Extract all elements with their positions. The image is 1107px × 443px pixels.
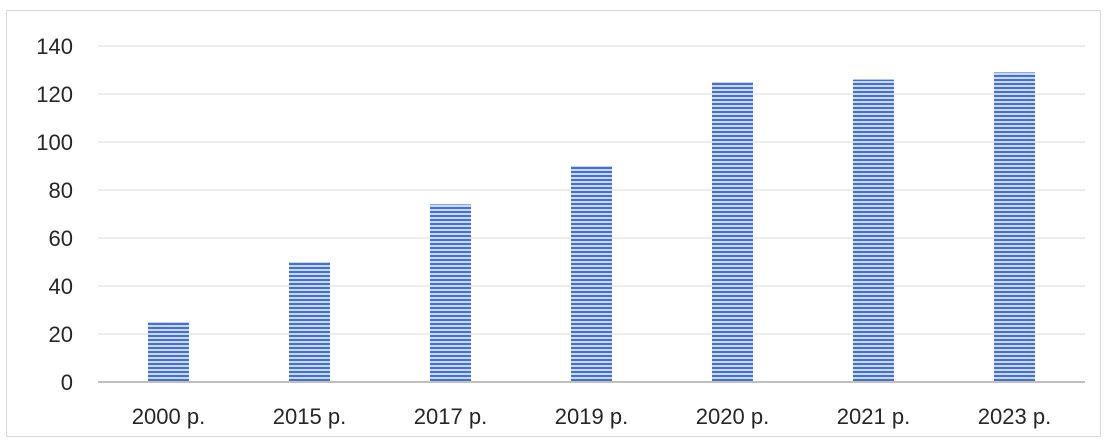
y-tick-label-60: 60: [49, 226, 73, 251]
chart-frame: 0 20 40 60 80 100 120 140 2000 р. 2015 р. 2017 р.…: [6, 10, 1101, 437]
bar-0: [148, 322, 189, 382]
bar-2: [430, 204, 471, 382]
x-tick-label-4: 2020 р.: [696, 404, 769, 429]
y-tick-label-140: 140: [36, 34, 73, 59]
x-tick-label-1: 2015 р.: [273, 404, 346, 429]
x-tick-label-6: 2023 р.: [978, 404, 1051, 429]
y-tick-label-80: 80: [49, 178, 73, 203]
x-tick-labels: 2000 р. 2015 р. 2017 р. 2019 р. 2020 р. 2021 …: [132, 404, 1051, 429]
bar-1: [289, 262, 330, 382]
x-tick-label-0: 2000 р.: [132, 404, 205, 429]
bar-3: [571, 166, 612, 382]
bar-6: [994, 72, 1035, 383]
x-tick-label-5: 2021 р.: [837, 404, 910, 429]
y-tick-label-20: 20: [49, 322, 73, 347]
bar-4: [712, 82, 753, 382]
y-tick-label-40: 40: [49, 274, 73, 299]
y-tick-label-100: 100: [36, 130, 73, 155]
x-tick-label-2: 2017 р.: [414, 404, 487, 429]
y-tick-label-120: 120: [36, 82, 73, 107]
bars: [148, 72, 1035, 383]
bar-chart: 0 20 40 60 80 100 120 140 2000 р. 2015 р. 2017 р.…: [36, 34, 1085, 429]
y-tick-labels: 0 20 40 60 80 100 120 140: [36, 34, 73, 395]
y-tick-label-0: 0: [61, 370, 73, 395]
x-tick-label-3: 2019 р.: [555, 404, 628, 429]
bar-5: [853, 79, 894, 382]
